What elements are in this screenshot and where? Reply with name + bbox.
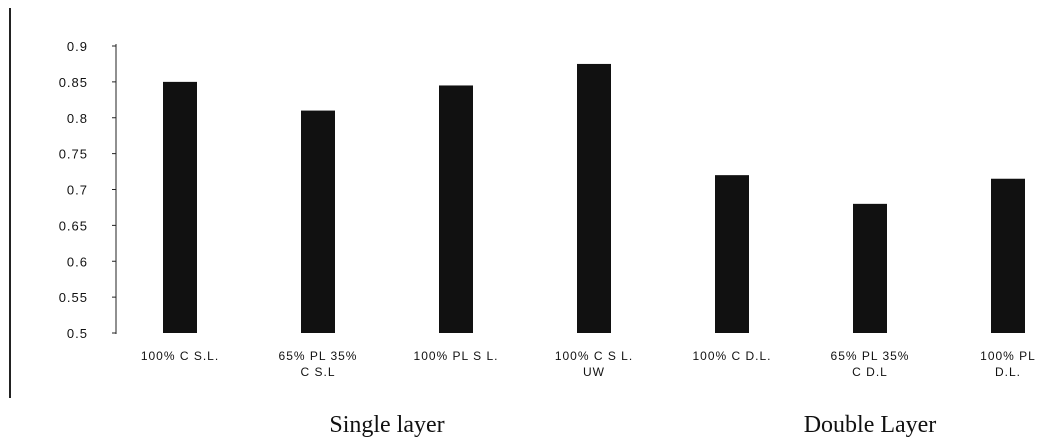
x-category-label: 100% PL S L. bbox=[414, 349, 499, 363]
x-category-label: 100% C S L. bbox=[555, 349, 633, 363]
x-category-label: 100% PL bbox=[980, 349, 1036, 363]
y-tick-label: 0.55 bbox=[59, 290, 88, 305]
x-category-label: 100% C S.L. bbox=[141, 349, 219, 363]
x-category-label: 65% PL 35% bbox=[279, 349, 358, 363]
group-labels: Single layer Double Layer bbox=[329, 412, 936, 438]
x-category-label: UW bbox=[583, 365, 605, 379]
y-tick-label: 0.9 bbox=[67, 39, 88, 54]
x-category-label: D.L. bbox=[995, 365, 1021, 379]
y-tick-label: 0.6 bbox=[67, 254, 88, 269]
bar bbox=[577, 63, 611, 333]
x-axis-labels: 100% C S.L. 65% PL 35% C S.L 100% PL S L. 10… bbox=[141, 349, 1036, 379]
group-label: Single layer bbox=[329, 412, 444, 438]
y-tick-label: 0.85 bbox=[59, 75, 88, 90]
bar bbox=[991, 178, 1025, 333]
bar bbox=[715, 175, 749, 333]
x-category-label: C S.L bbox=[300, 365, 335, 379]
bar bbox=[853, 203, 887, 333]
x-category-label: 65% PL 35% bbox=[831, 349, 910, 363]
y-tick-label: 0.8 bbox=[67, 111, 88, 126]
y-tick-label: 0.65 bbox=[59, 218, 88, 233]
bar bbox=[301, 110, 335, 333]
bar bbox=[163, 81, 197, 333]
group-label: Double Layer bbox=[804, 412, 937, 438]
y-tick-label: 0.75 bbox=[59, 147, 88, 162]
bars bbox=[163, 63, 1025, 334]
x-category-label: C D.L bbox=[852, 365, 888, 379]
x-category-label: 100% C D.L. bbox=[692, 349, 771, 363]
y-tick-label: 0.5 bbox=[67, 326, 88, 341]
y-tick-label: 0.7 bbox=[67, 183, 88, 198]
y-axis-ticks: 0.5 0.55 0.6 0.65 0.7 0.75 0.8 0.85 0.9 bbox=[59, 39, 116, 341]
bar bbox=[439, 85, 473, 334]
